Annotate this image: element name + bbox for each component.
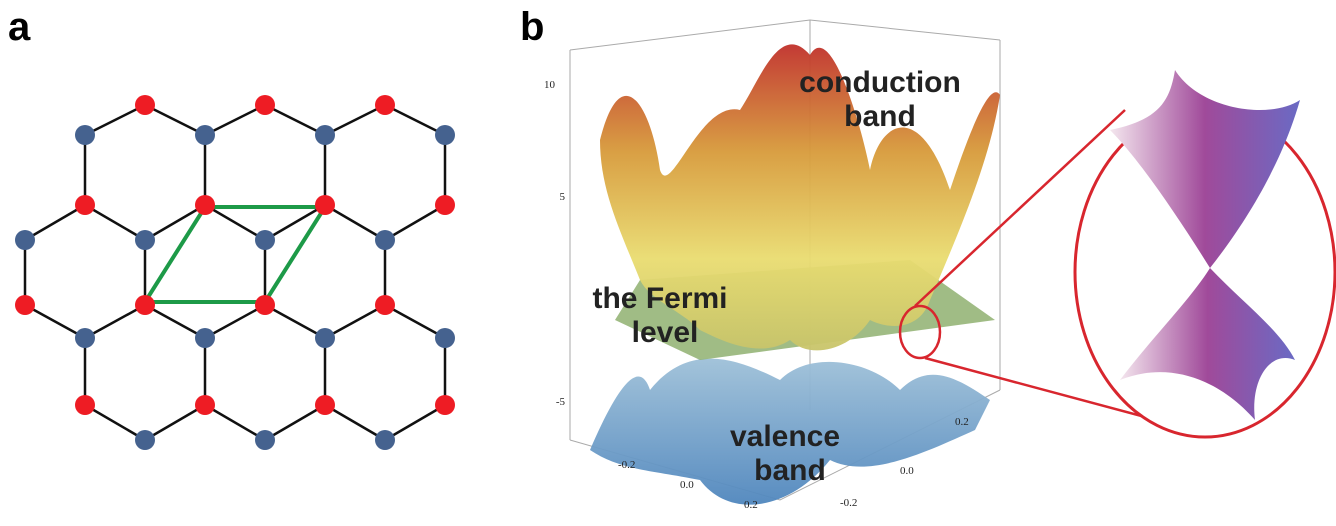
annotation: band (844, 100, 916, 133)
x-tick-label: 0.2 (744, 499, 758, 511)
atom (195, 328, 215, 348)
atom (315, 395, 335, 415)
atom (435, 395, 455, 415)
panel-label: a (8, 5, 31, 49)
bond (205, 405, 265, 440)
atom (255, 295, 275, 315)
atom (135, 230, 155, 250)
annotation: band (754, 454, 826, 487)
atom (75, 195, 95, 215)
atom (195, 125, 215, 145)
bond (205, 105, 265, 135)
atom (135, 295, 155, 315)
atom (375, 430, 395, 450)
y-tick-label: -0.2 (840, 497, 857, 509)
z-tick-label: -5 (556, 396, 566, 408)
bond (325, 405, 385, 440)
bond (145, 105, 205, 135)
bond (265, 405, 325, 440)
atom (135, 430, 155, 450)
atom (75, 395, 95, 415)
bond (145, 405, 205, 440)
bond (85, 205, 145, 240)
annotation: the Fermi (592, 282, 727, 315)
atom (375, 295, 395, 315)
y-tick-label: 0.2 (955, 416, 969, 428)
atom (315, 125, 335, 145)
z-tick-label: 5 (560, 191, 566, 203)
bond (265, 305, 325, 338)
atom (75, 125, 95, 145)
atom (75, 328, 95, 348)
bond (25, 305, 85, 338)
bond (385, 405, 445, 440)
atom (315, 328, 335, 348)
z-tick-label: 10 (544, 79, 556, 91)
bond (265, 105, 325, 135)
lattice (15, 95, 455, 450)
bond (205, 305, 265, 338)
atom (135, 95, 155, 115)
bond (145, 305, 205, 338)
annotation: valence (730, 420, 840, 453)
annotation: conduction (799, 66, 961, 99)
atom (255, 430, 275, 450)
atom (375, 230, 395, 250)
bond (85, 305, 145, 338)
y-tick-label: 0.0 (900, 465, 914, 477)
atom (255, 230, 275, 250)
bond (385, 105, 445, 135)
atom (15, 230, 35, 250)
zoom-inset (900, 70, 1335, 437)
x-tick-label: -0.2 (618, 459, 635, 471)
bond (325, 105, 385, 135)
atom (315, 195, 335, 215)
band-plot: 10 5 -5 -0.2 0.0 0.2 0.2 0.0 -0.2 conduc… (544, 20, 1000, 511)
atom (435, 328, 455, 348)
annotation: level (632, 316, 699, 349)
bond (385, 305, 445, 338)
atom (195, 395, 215, 415)
bond (325, 305, 385, 338)
atom (435, 195, 455, 215)
atom (195, 195, 215, 215)
panel-label: b (520, 5, 544, 49)
bond (85, 405, 145, 440)
bond (205, 205, 265, 240)
bond (385, 205, 445, 240)
bond (325, 205, 385, 240)
atom (255, 95, 275, 115)
figure: a b 10 5 -5 -0.2 0.0 0.2 0.2 0.0 -0.2 co… (0, 0, 1336, 526)
atom (435, 125, 455, 145)
atom (15, 295, 35, 315)
bond (85, 105, 145, 135)
x-tick-label: 0.0 (680, 479, 694, 491)
atom (375, 95, 395, 115)
bond (25, 205, 85, 240)
